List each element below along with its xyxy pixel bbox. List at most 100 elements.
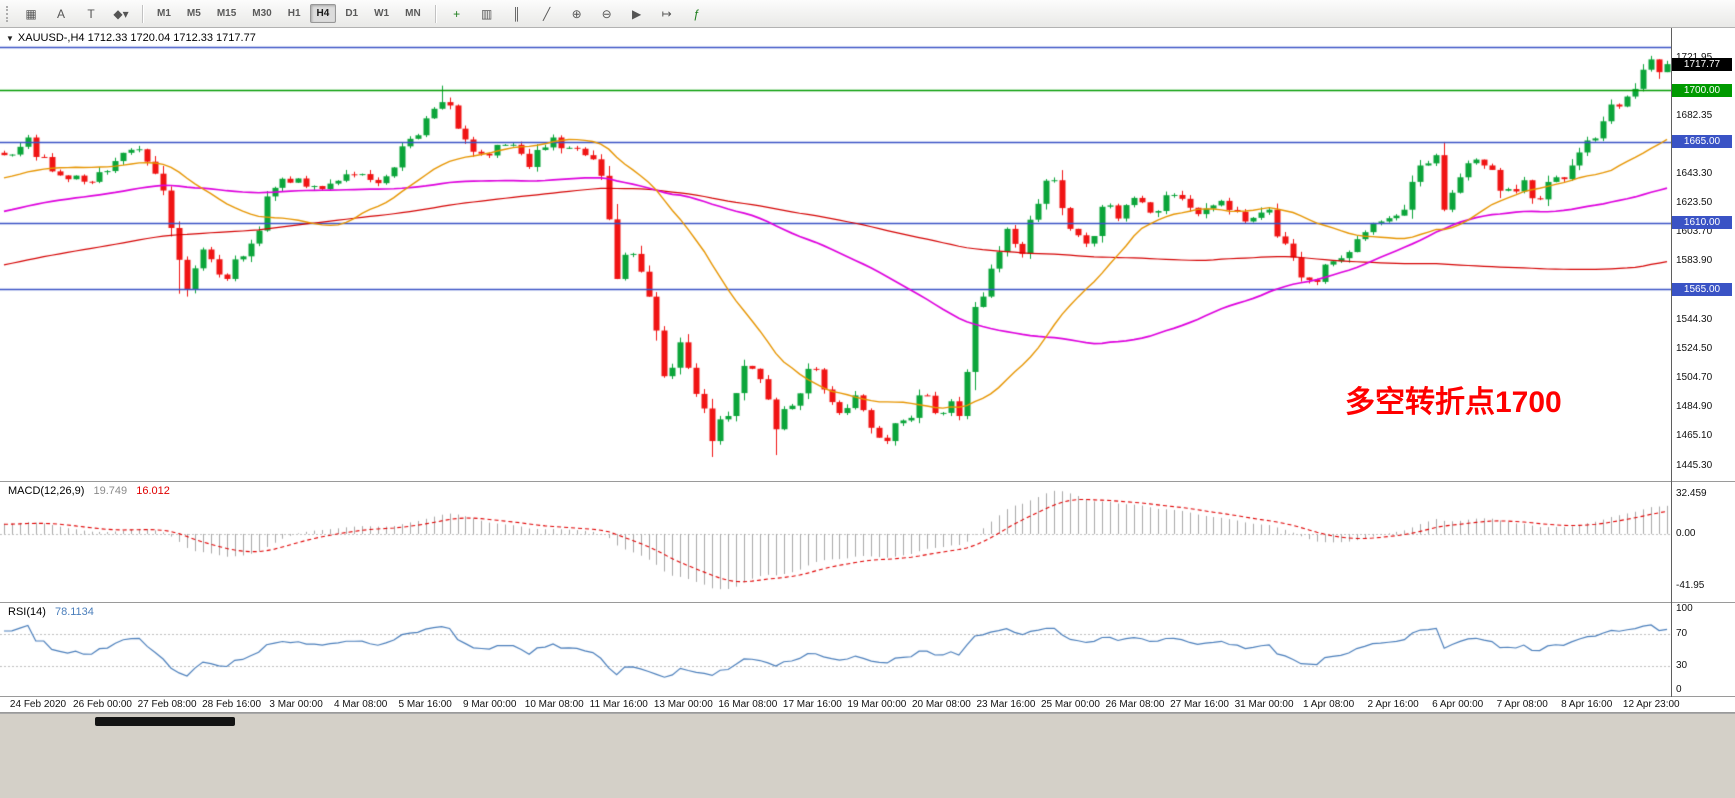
timeframe-buttons-group: M1 M5 M15 M30 H1 H4 D1 W1 MN: [149, 4, 429, 23]
time-axis-label: 16 Mar 08:00: [718, 699, 778, 710]
time-axis-label: 20 Mar 08:00: [911, 699, 971, 710]
pane-divider: [0, 696, 1735, 697]
time-axis-label: 5 Mar 16:00: [398, 699, 452, 710]
chart-title-text: XAUUSD-,H4 1712.33 1720.04 1712.33 1717.…: [17, 32, 256, 44]
timeframe-mn-button[interactable]: MN: [405, 8, 421, 19]
time-axis-label: 4 Mar 08:00: [333, 699, 388, 710]
bottom-strip: [0, 713, 1735, 798]
price-line-badge: 1700.00: [1672, 83, 1732, 97]
time-axis-label: 31 Mar 00:00: [1234, 699, 1294, 710]
timeframe-m30-button[interactable]: M30: [252, 8, 272, 19]
rsi-name: RSI(14): [8, 606, 46, 618]
macd-name: MACD(12,26,9): [8, 485, 85, 497]
time-axis[interactable]: 24 Feb 2020 26 Feb 00:00 27 Feb 08:00 28 Fe…: [0, 697, 1680, 713]
timeframe-h4-button[interactable]: H4: [309, 4, 337, 23]
time-axis-label: 24 Feb 2020: [9, 699, 67, 710]
horizontal-scrollbar-thumb[interactable]: [95, 717, 235, 726]
time-axis-label: 3 Mar 00:00: [269, 699, 323, 710]
auto-scroll-button[interactable]: ▶: [632, 6, 642, 21]
macd-signal-value: 16.012: [136, 485, 170, 497]
rsi-axis-label: 100: [1676, 603, 1693, 615]
text-label-tool-button[interactable]: T: [87, 6, 95, 21]
price-axis-label: 1524.50: [1676, 342, 1713, 354]
price-axis-label: 1623.50: [1676, 197, 1713, 209]
price-axis-label: 1603.70: [1676, 226, 1713, 238]
price-axis-label: 1465.10: [1676, 430, 1713, 442]
macd-indicator-canvas[interactable]: [0, 482, 1671, 602]
text-tool-button[interactable]: A: [56, 6, 65, 21]
price-line-badge: 1610.00: [1672, 216, 1732, 230]
price-axis-label: 1643.30: [1676, 167, 1713, 179]
timeframe-m1-button[interactable]: M1: [157, 8, 171, 19]
grid-button[interactable]: ▦: [25, 6, 37, 21]
pane-divider[interactable]: [0, 602, 1735, 603]
price-axis-label: 1721.95: [1676, 52, 1712, 63]
macd-main-value: 19.749: [93, 485, 128, 497]
current-price-badge: 1717.77: [1672, 57, 1732, 71]
time-axis-label: 27 Mar 16:00: [1170, 699, 1229, 710]
rsi-label: RSI(14) 78.1134: [8, 606, 94, 618]
timeframe-d1-button[interactable]: D1: [345, 8, 359, 19]
timeframe-h1-button[interactable]: H1: [287, 8, 301, 19]
rsi-indicator-canvas[interactable]: [0, 603, 1671, 696]
zoom-in-button[interactable]: ⊕: [571, 6, 582, 21]
timeframe-m15-button[interactable]: M15: [216, 8, 237, 19]
zoom-out-button[interactable]: ⊖: [601, 6, 612, 21]
chart-annotation: 多空转折点1700: [1345, 386, 1562, 419]
time-axis-label: 6 Apr 00:00: [1432, 699, 1484, 710]
rsi-axis-label: 30: [1676, 660, 1688, 672]
rsi-value: 78.1134: [54, 606, 94, 618]
time-axis-label: 13 Mar 00:00: [653, 699, 713, 710]
price-axis-label: 1504.70: [1676, 372, 1713, 384]
price-axis-label: 1484.90: [1676, 401, 1713, 413]
time-axis-label: 7 Apr 08:00: [1496, 699, 1548, 710]
candlestick-chart-button[interactable]: ║: [512, 6, 521, 21]
pane-divider[interactable]: [0, 481, 1735, 482]
price-axis-border: [1671, 28, 1672, 697]
bar-chart-button[interactable]: ▥: [481, 6, 493, 21]
line-chart-button[interactable]: ╱: [543, 6, 551, 21]
macd-axis-label: 0.00: [1676, 527, 1696, 539]
time-axis-label: 12 Apr 23:00: [1622, 699, 1680, 710]
collapse-arrow-icon[interactable]: ▼: [6, 34, 14, 43]
price-chart-canvas[interactable]: [0, 28, 1671, 481]
time-axis-label: 25 Mar 00:00: [1041, 699, 1100, 710]
time-axis-label: 9 Mar 00:00: [463, 699, 517, 710]
price-axis-label: 1445.30: [1676, 459, 1713, 471]
time-axis-label: 1 Apr 08:00: [1303, 699, 1355, 710]
drawing-tools-group: ▦ A T ◆▾: [16, 3, 136, 25]
price-line-badge: 1565.00: [1672, 282, 1732, 296]
price-axis-label: 1583.90: [1676, 255, 1713, 267]
time-axis-label: 2 Apr 16:00: [1367, 699, 1419, 710]
chart-bottom-border: [0, 712, 1735, 713]
chart-window: ▼ XAUUSD-,H4 1712.33 1720.04 1712.33 1717…: [0, 28, 1735, 713]
macd-axis-label: 32.459: [1676, 487, 1707, 499]
toolbar-separator: [434, 4, 436, 23]
price-axis-label: 1682.35: [1676, 110, 1713, 122]
new-order-button[interactable]: +: [453, 6, 461, 21]
toolbar-drag-handle[interactable]: [6, 5, 12, 22]
time-axis-label: 28 Feb 16:00: [202, 699, 262, 710]
indicators-button[interactable]: ƒ: [693, 6, 701, 21]
time-axis-label: 17 Mar 16:00: [782, 699, 842, 710]
time-axis-label: 19 Mar 00:00: [847, 699, 907, 710]
toolbar-separator: [142, 4, 143, 23]
time-axis-label: 27 Feb 08:00: [137, 699, 197, 710]
time-axis-label: 23 Mar 16:00: [976, 699, 1036, 710]
shapes-dropdown-button[interactable]: ◆▾: [113, 6, 129, 21]
chart-shift-button[interactable]: ↦: [661, 6, 672, 21]
time-axis-label: 10 Mar 08:00: [524, 699, 584, 710]
macd-axis-label: -41.95: [1676, 579, 1705, 591]
timeframe-w1-button[interactable]: W1: [374, 8, 390, 19]
time-axis-label: 11 Mar 16:00: [589, 699, 648, 710]
macd-label: MACD(12,26,9) 19.749 16.012: [8, 485, 170, 497]
time-axis-label: 26 Feb 00:00: [73, 699, 132, 710]
rsi-axis-label: 0: [1676, 684, 1682, 696]
time-axis-label: 26 Mar 08:00: [1105, 699, 1165, 710]
timeframe-m5-button[interactable]: M5: [186, 8, 201, 19]
price-line-badge: 1665.00: [1672, 135, 1732, 149]
time-axis-label: 8 Apr 16:00: [1561, 699, 1613, 710]
top-toolbar: ▦ A T ◆▾ M1 M5 M15 M30 H1 H4 D1 W1 MN + ▥ ║ ╱ ⊕ ⊖ ▶ ↦ ƒ: [0, 0, 1735, 28]
price-axis-label: 1544.30: [1676, 313, 1713, 325]
rsi-axis-label: 70: [1676, 627, 1688, 639]
